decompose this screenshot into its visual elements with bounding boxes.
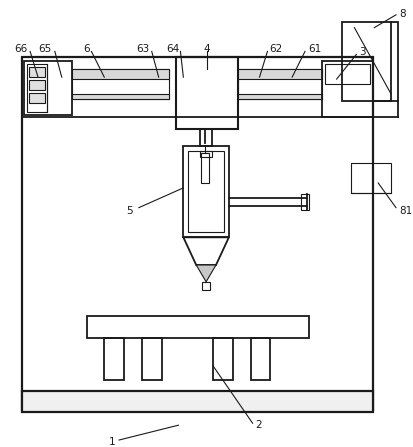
Text: 63: 63 — [136, 44, 150, 55]
Bar — [324, 64, 369, 84]
Text: 8: 8 — [398, 9, 405, 19]
Bar — [29, 80, 45, 90]
Bar — [87, 316, 308, 338]
Bar — [321, 61, 373, 117]
Bar — [22, 57, 373, 117]
Text: 1: 1 — [108, 437, 115, 447]
Text: 66: 66 — [14, 44, 27, 55]
Bar — [27, 64, 47, 112]
Bar — [24, 61, 71, 115]
Bar — [201, 153, 209, 183]
Bar — [188, 151, 223, 232]
Bar — [202, 282, 209, 290]
Text: 3: 3 — [358, 47, 365, 57]
Bar — [351, 163, 390, 193]
Bar — [29, 67, 45, 77]
Bar — [200, 151, 211, 157]
Text: 4: 4 — [203, 44, 210, 55]
Bar — [237, 69, 321, 79]
Text: 2: 2 — [255, 420, 261, 430]
Polygon shape — [196, 265, 216, 282]
Text: 81: 81 — [398, 206, 411, 215]
Text: 6: 6 — [83, 44, 89, 55]
Bar — [213, 338, 232, 380]
Bar — [104, 338, 124, 380]
Bar — [300, 194, 308, 210]
Bar — [22, 57, 373, 410]
Bar — [71, 94, 168, 99]
Text: 61: 61 — [307, 44, 320, 55]
Text: 64: 64 — [166, 44, 179, 55]
Bar — [200, 129, 211, 146]
Bar — [71, 69, 168, 79]
Bar — [237, 69, 321, 99]
Bar — [237, 94, 321, 99]
Bar — [250, 338, 270, 380]
Bar — [71, 69, 168, 99]
Bar — [341, 22, 397, 101]
Bar — [183, 146, 228, 237]
Bar — [29, 93, 45, 103]
Bar — [142, 338, 161, 380]
Bar — [176, 57, 237, 129]
Bar — [22, 391, 373, 412]
Text: 65: 65 — [38, 44, 52, 55]
Text: 5: 5 — [126, 206, 133, 215]
Text: 62: 62 — [269, 44, 282, 55]
